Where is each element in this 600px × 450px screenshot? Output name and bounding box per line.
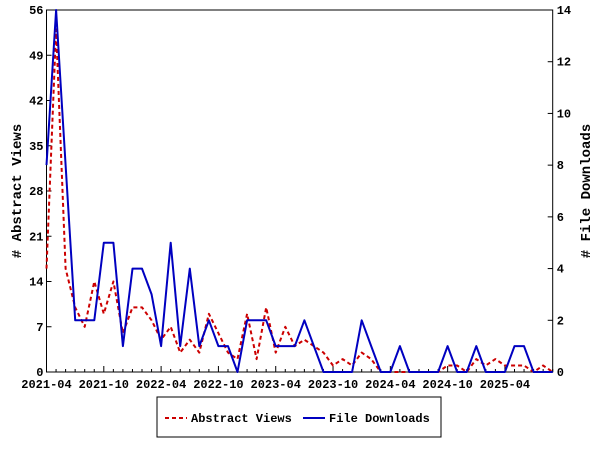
x-tick-label: 2024-04 — [365, 378, 415, 392]
y-tick-label: 35 — [29, 140, 43, 154]
x-tick-label: 2021-10 — [79, 378, 129, 392]
y-tick-label: 42 — [29, 95, 43, 109]
y2-tick-label: 0 — [557, 366, 564, 380]
y-axis-label: # Abstract Views — [10, 124, 26, 258]
legend: Abstract Views File Downloads — [156, 396, 442, 438]
y2-tick-label: 2 — [557, 314, 564, 328]
y2-tick-label: 12 — [557, 56, 571, 70]
x-tick-label: 2022-10 — [193, 378, 243, 392]
legend-box — [156, 396, 442, 438]
y-tick-label: 21 — [29, 230, 43, 244]
y2-axis-label: # File Downloads — [579, 124, 595, 258]
y-tick-label: 49 — [29, 49, 43, 63]
y-tick-label: 0 — [36, 366, 43, 380]
legend-label-abstract-views: Abstract Views — [191, 412, 292, 426]
legend-label-file-downloads: File Downloads — [329, 412, 430, 426]
series-line-abstract-views — [45, 28, 554, 373]
x-tick-label: 2022-04 — [136, 378, 186, 392]
y2-tick-label: 8 — [557, 159, 564, 173]
x-tick-label: 2023-10 — [308, 378, 358, 392]
y2-tick-label: 14 — [557, 4, 571, 18]
series-line-file-downloads — [45, 9, 553, 373]
plot-frame — [46, 9, 554, 373]
y2-tick-label: 10 — [557, 107, 571, 121]
y-tick-label: 14 — [29, 276, 43, 290]
y2-tick-label: 6 — [557, 211, 564, 225]
x-tick-label: 2025-04 — [480, 378, 530, 392]
y2-tick-label: 4 — [557, 263, 564, 277]
x-tick-label: 2024-10 — [422, 378, 472, 392]
plot-area: 0 7 14 21 28 35 42 49 56 0 2 4 6 8 10 12 14 2021-04 2021-1… — [21, 4, 571, 392]
x-tick-label: 2023-04 — [251, 378, 301, 392]
y-tick-label: 28 — [29, 185, 43, 199]
y-tick-label: 56 — [29, 4, 43, 18]
x-tick-label: 2021-04 — [21, 378, 71, 392]
y-tick-label: 7 — [36, 321, 43, 335]
